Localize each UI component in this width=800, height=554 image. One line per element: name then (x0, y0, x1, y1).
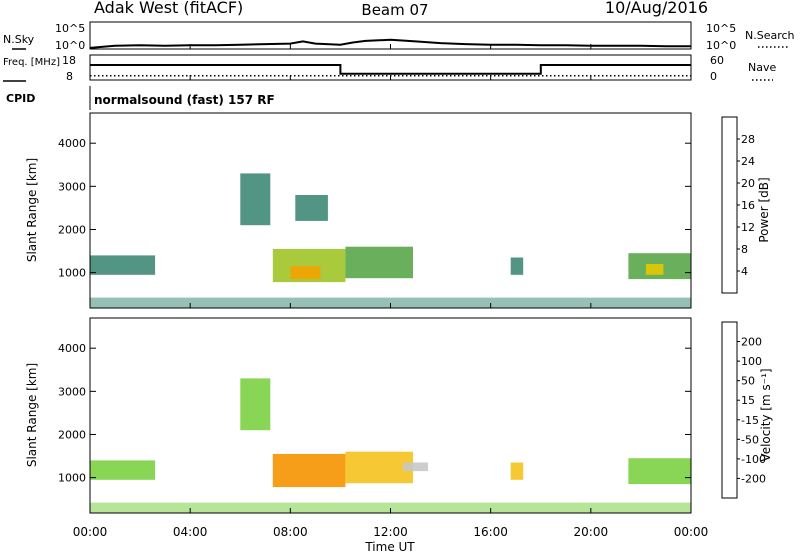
colorbar-tick-label-1: 8 (741, 243, 748, 256)
data-region-0 (90, 460, 156, 480)
velocity-yticks: 1000 2000 3000 4000 (58, 342, 691, 485)
cpid-label: CPID (6, 92, 35, 105)
ytick-label-1: 2000 (58, 428, 86, 441)
colorbar-frame (721, 116, 738, 294)
cpid-panel: CPID normalsound (fast) 157 RF (6, 86, 275, 110)
power-panel: 1000 2000 3000 4000 Slant Range [km] 4 8 12 16… (25, 112, 771, 309)
colorbar-tick-label-4: 20 (741, 177, 755, 190)
nsearch-tick-top: 10^5 (706, 22, 736, 35)
ytick-label-3: 4000 (58, 342, 86, 355)
power-ylabel: Slant Range [km] (25, 158, 39, 262)
xtick-label-5: 20:00 (574, 525, 609, 539)
nsky-tick-top: 10^5 (55, 22, 85, 35)
power-data (90, 173, 691, 308)
freq-tick-bottom: 8 (66, 70, 73, 83)
velocity-colorbar-label: Velocity [m s⁻¹] (759, 368, 773, 461)
velocity-data (90, 378, 691, 513)
power-yticks: 1000 2000 3000 4000 (58, 137, 691, 280)
nsky-series (89, 38, 691, 49)
colorbar-tick-label-6: 100 (741, 355, 762, 368)
data-region-3 (403, 462, 428, 472)
power-frame (89, 112, 692, 309)
nsearch-label: N.Search (745, 29, 795, 42)
ytick-label-3: 4000 (58, 137, 86, 150)
colorbar-tick-label-2: 12 (741, 221, 755, 234)
data-region-1 (272, 453, 346, 488)
data-region-0 (90, 255, 156, 275)
colorbar-tick-label-3: -15 (741, 414, 759, 427)
data-region-4 (510, 257, 524, 275)
nave-tick-bottom: 0 (710, 70, 717, 83)
data-region-2 (345, 451, 413, 484)
data-region-6 (645, 264, 664, 275)
ytick-label-2: 3000 (58, 180, 86, 193)
colorbar-frame (721, 321, 738, 499)
freq-tick-top: 18 (62, 54, 76, 67)
ytick-label-0: 1000 (58, 267, 86, 280)
colorbar-tick-label-2: -50 (741, 433, 759, 446)
nsky-panel: N.Sky 10^5 10^0 N.Search 10^5 10^0 (3, 21, 795, 52)
data-region-6 (240, 378, 271, 431)
cpid-program: normalsound (fast) 157 RF (94, 93, 275, 107)
beam-title: Beam 07 (361, 1, 428, 19)
date-title: 10/Aug/2016 (605, 0, 708, 17)
data-region-3 (345, 246, 413, 279)
data-region-5 (628, 458, 691, 485)
freq-panel: Freq. [MHz] 18 8 Nave 60 0 (3, 54, 776, 83)
colorbar-tick-label-1: -100 (741, 453, 766, 466)
nave-label: Nave (748, 61, 776, 74)
station-title: Adak West (fitACF) (94, 0, 243, 17)
nsky-label: N.Sky (3, 33, 35, 46)
xtick-label-1: 04:00 (173, 525, 208, 539)
velocity-frame (89, 317, 692, 514)
colorbar-tick-label-0: 4 (741, 265, 748, 278)
velocity-panel: 1000 2000 3000 4000 Slant Range [km] -200 -1… (25, 317, 773, 514)
data-region-9 (90, 297, 691, 308)
freq-series (90, 64, 691, 75)
ytick-label-2: 3000 (58, 385, 86, 398)
xtick-label-0: 00:00 (73, 525, 108, 539)
nave-tick-top: 60 (710, 54, 724, 67)
xtick-label-6: 00:00 (674, 525, 709, 539)
xtick-label-2: 08:00 (273, 525, 308, 539)
power-colorbar-label: Power [dB] (757, 177, 771, 242)
velocity-colorbar: -200 -100 -50 -15 15 50 100 200 (721, 321, 766, 499)
colorbar-tick-label-6: 28 (741, 133, 755, 146)
nsearch-tick-bottom: 10^0 (706, 39, 736, 52)
colorbar-tick-label-3: 16 (741, 199, 755, 212)
data-region-2 (290, 266, 321, 280)
colorbar-tick-label-5: 24 (741, 155, 755, 168)
xtick-label-4: 16:00 (473, 525, 508, 539)
ytick-label-0: 1000 (58, 472, 86, 485)
colorbar-tick-label-5: 50 (741, 375, 755, 388)
colorbar-tick-label-7: 200 (741, 336, 762, 349)
power-colorbar: 4 8 12 16 20 24 28 (721, 116, 755, 294)
data-region-7 (240, 173, 271, 226)
time-axis: 00:00 04:00 08:00 12:00 16:00 20:00 00:00 (73, 44, 709, 539)
data-region-8 (295, 195, 328, 221)
velocity-ylabel: Slant Range [km] (25, 363, 39, 467)
x-axis-label: Time UT (364, 540, 415, 554)
data-region-7 (90, 502, 691, 513)
colorbar-tick-label-0: -200 (741, 472, 766, 485)
nsky-tick-bottom: 10^0 (55, 39, 85, 52)
xtick-label-3: 12:00 (373, 525, 408, 539)
data-region-4 (510, 462, 524, 480)
freq-label: Freq. [MHz] (3, 57, 60, 68)
colorbar-tick-label-4: 15 (741, 394, 755, 407)
ytick-label-1: 2000 (58, 223, 86, 236)
